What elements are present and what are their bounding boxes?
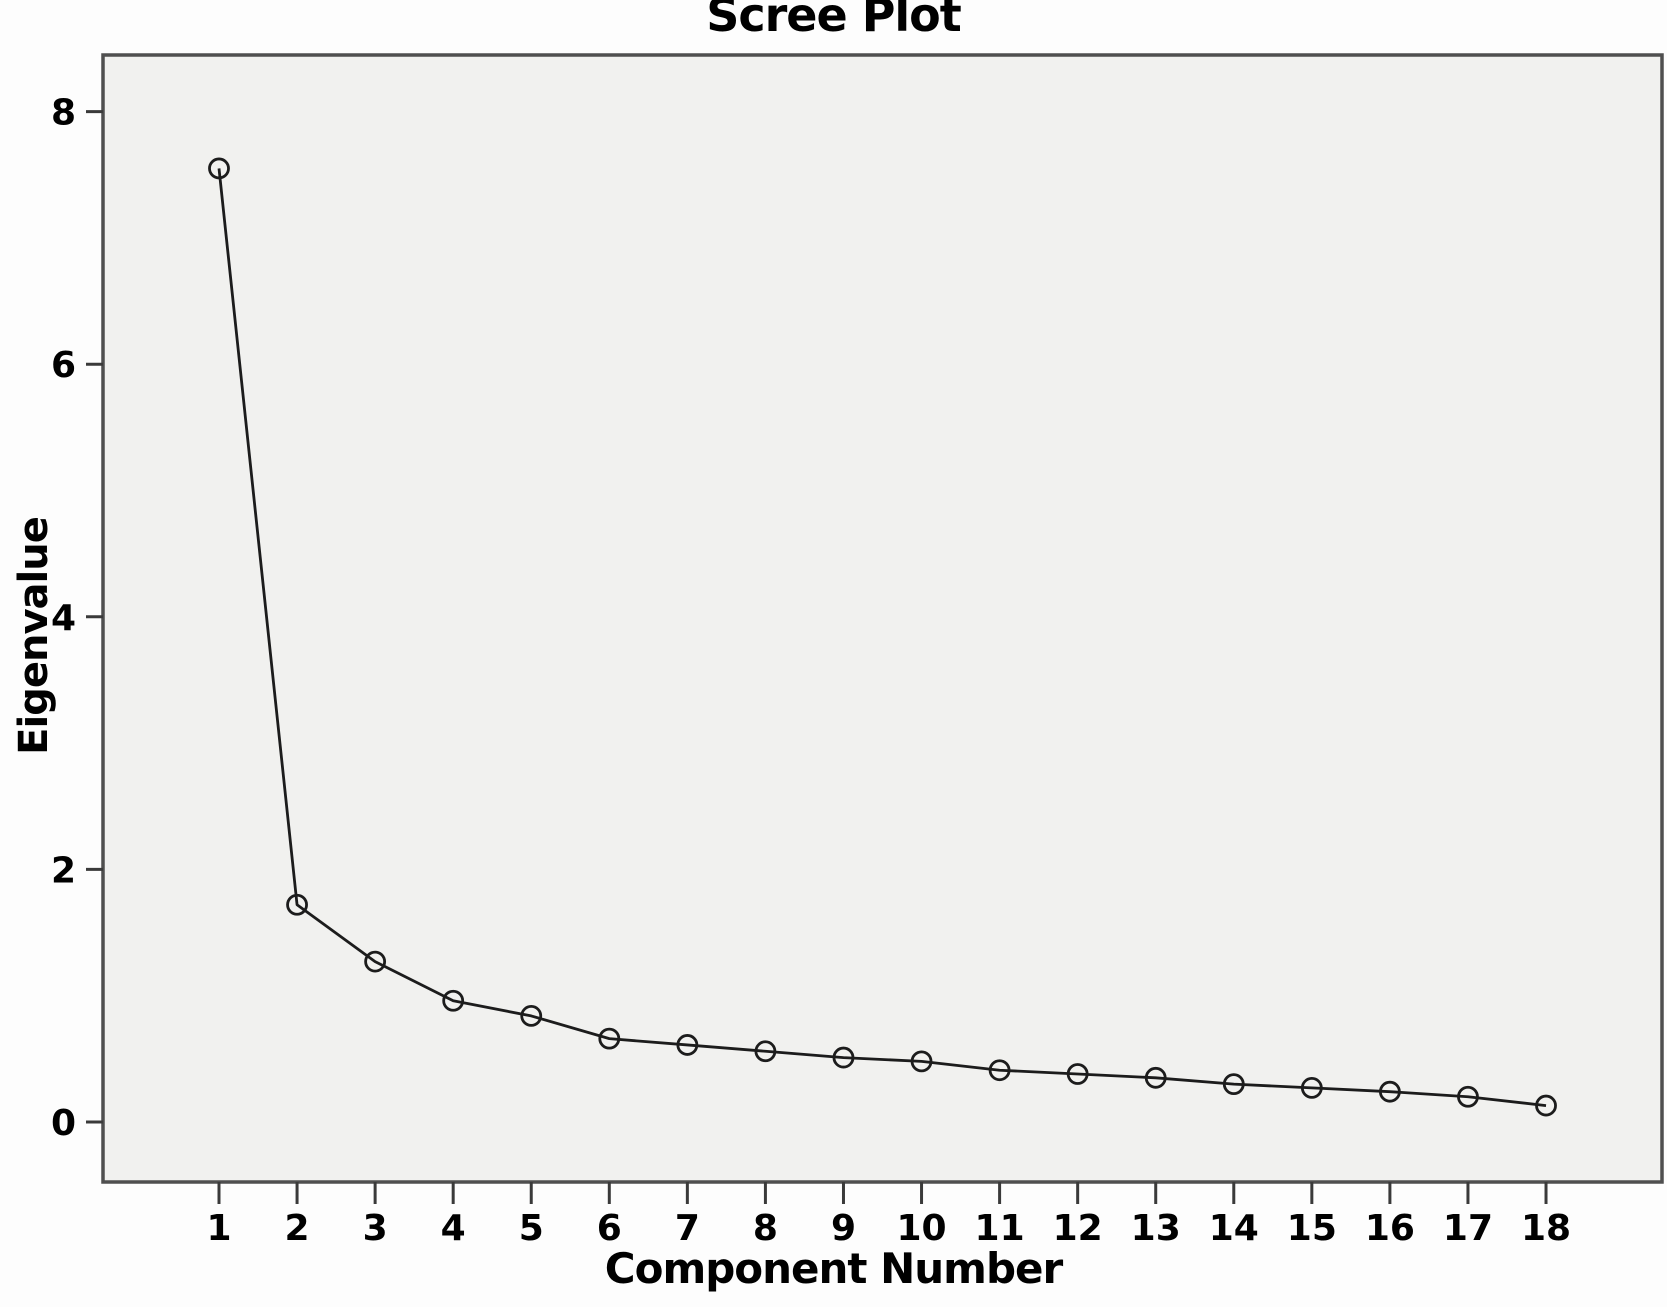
- x-axis-tick-label: 10: [896, 1208, 946, 1249]
- x-axis-tick-label: 11: [975, 1208, 1025, 1249]
- x-axis-tick-label: 15: [1287, 1208, 1337, 1249]
- data-point-marker: [1379, 1080, 1401, 1103]
- series-line: [217, 168, 1547, 1107]
- y-axis-tick-label: 4: [51, 598, 76, 639]
- data-point-marker: [442, 989, 465, 1012]
- x-axis-tick-label: 5: [519, 1208, 544, 1249]
- data-point-marker: [364, 950, 387, 973]
- data-point-marker: [208, 157, 230, 180]
- x-axis-tick-label: 1: [206, 1208, 231, 1249]
- y-axis-tick-label: 8: [51, 93, 76, 134]
- data-point-marker: [988, 1059, 1011, 1082]
- data-point-marker: [910, 1050, 933, 1073]
- x-axis-tick-label: 13: [1131, 1208, 1181, 1249]
- x-axis-tick-label: 18: [1521, 1208, 1571, 1249]
- x-axis-tick-label: 17: [1443, 1208, 1493, 1249]
- data-point-marker: [676, 1034, 699, 1056]
- x-axis-tick-label: 6: [597, 1208, 622, 1249]
- y-axis-title: Eigenvalue: [11, 517, 57, 755]
- x-axis-tick-label: 14: [1209, 1208, 1259, 1249]
- data-point-marker: [598, 1027, 621, 1050]
- x-axis-tick-label: 7: [675, 1208, 700, 1249]
- y-axis-tick-label: 6: [51, 345, 76, 386]
- data-point-marker: [1535, 1094, 1557, 1117]
- x-axis-tick-label: 4: [441, 1208, 466, 1249]
- x-axis-title: Component Number: [604, 1244, 1063, 1293]
- data-point-marker: [1457, 1085, 1479, 1108]
- x-axis-tick-label: 12: [1053, 1208, 1103, 1249]
- y-axis-tick-label: 2: [51, 850, 76, 891]
- x-axis-tick-label: 2: [285, 1208, 310, 1249]
- data-point-marker: [832, 1046, 855, 1069]
- data-point-marker: [1066, 1063, 1089, 1085]
- data-point-marker: [1144, 1066, 1167, 1089]
- x-axis-tick-label: 9: [831, 1208, 856, 1249]
- chart-title: Scree Plot: [706, 0, 962, 42]
- data-point-marker: [1300, 1076, 1323, 1099]
- data-point-marker: [286, 893, 308, 916]
- data-point-marker: [1222, 1073, 1245, 1096]
- data-point-marker: [520, 1005, 543, 1027]
- y-axis-tick-label: 0: [51, 1103, 76, 1144]
- data-point-marker: [754, 1040, 777, 1063]
- x-axis-tick-label: 8: [753, 1208, 778, 1249]
- plot-area: [101, 53, 1664, 1184]
- x-axis-tick-label: 16: [1365, 1208, 1415, 1249]
- x-axis-tick-label: 3: [363, 1208, 388, 1249]
